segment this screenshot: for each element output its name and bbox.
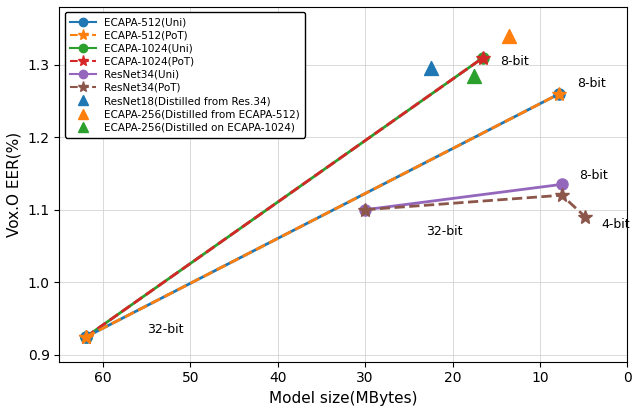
Legend: ECAPA-512(Uni), ECAPA-512(PoT), ECAPA-1024(Uni), ECAPA-1024(PoT), ResNet34(Uni),: ECAPA-512(Uni), ECAPA-512(PoT), ECAPA-10… <box>65 12 305 138</box>
Text: 32-bit: 32-bit <box>147 323 183 336</box>
Text: 4-bit: 4-bit <box>601 218 630 231</box>
Text: 8-bit: 8-bit <box>577 76 605 90</box>
Text: 32-bit: 32-bit <box>426 225 463 238</box>
Text: 8-bit: 8-bit <box>500 55 529 68</box>
Y-axis label: Vox.O EER(%): Vox.O EER(%) <box>7 132 22 237</box>
Point <box>469 72 479 79</box>
Text: 8-bit: 8-bit <box>579 169 608 182</box>
X-axis label: Model size(MBytes): Model size(MBytes) <box>269 391 417 406</box>
Point <box>426 65 436 72</box>
Point <box>504 33 515 39</box>
